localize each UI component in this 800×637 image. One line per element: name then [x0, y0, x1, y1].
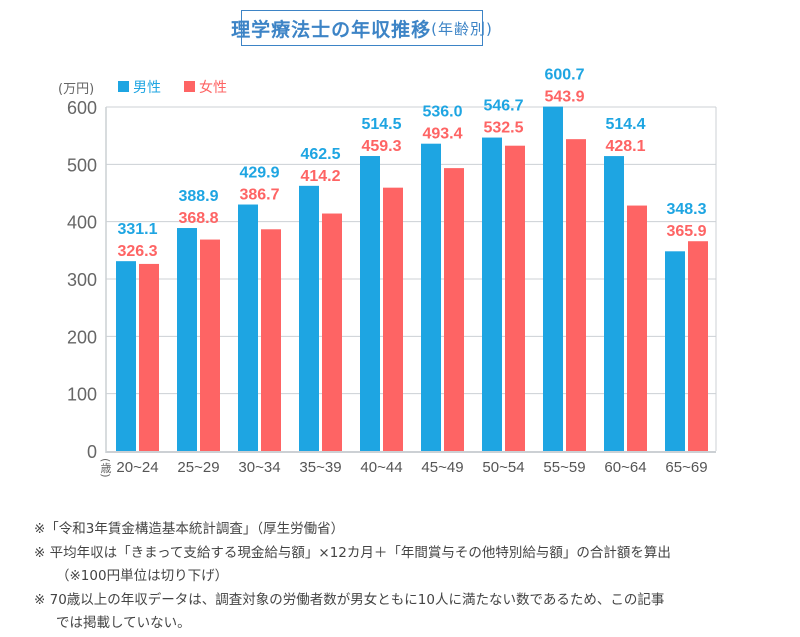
y-tick-label: 300 — [67, 270, 97, 290]
bar-male — [421, 143, 441, 451]
y-tick-label: 500 — [67, 155, 97, 175]
bar-female — [688, 241, 708, 451]
data-label-female: 493.4 — [422, 126, 462, 143]
bar-male — [116, 261, 136, 451]
data-label-female: 414.2 — [300, 168, 340, 185]
x-tick-label: 40~44 — [360, 459, 402, 476]
bar-male — [177, 228, 197, 451]
note-1: ※「令和3年賃金構造基本統計調査」（厚生労働省） — [34, 521, 345, 537]
title-sub: (年齢別) — [431, 19, 493, 38]
x-tick-label: 35~39 — [299, 459, 341, 476]
data-label-male: 600.7 — [544, 67, 584, 84]
note-2: ※ 平均年収は「きまって支給する現金給与額」×12カ月＋「年間賞与その他特別給与… — [34, 544, 671, 561]
legend-label-0: 男性 — [133, 80, 161, 96]
data-label-male: 536.0 — [422, 104, 462, 121]
bar-male — [665, 251, 685, 451]
data-label-male: 514.5 — [361, 116, 401, 133]
bar-female — [505, 145, 525, 451]
x-tick-label: 55~59 — [543, 459, 585, 476]
y-tick-label: 200 — [67, 327, 97, 347]
legend-swatch-1 — [184, 81, 195, 92]
bar-female — [139, 263, 159, 451]
bar-male — [299, 185, 319, 452]
data-label-male: 429.9 — [239, 165, 279, 182]
bar-male — [482, 137, 502, 452]
y-tick-label: 0 — [87, 442, 97, 462]
y-axis-unit: (万円) — [58, 82, 94, 97]
footnotes: ※「令和3年賃金構造基本統計調査」（厚生労働省） ※ 平均年収は「きまって支給す… — [34, 518, 671, 636]
x-axis-unit: (歳) — [99, 458, 112, 478]
bar-male — [604, 156, 624, 451]
data-label-male: 462.5 — [300, 146, 340, 163]
x-tick-label: 45~49 — [421, 459, 463, 476]
y-tick-label: 600 — [67, 98, 97, 118]
x-tick-label: 50~54 — [482, 459, 524, 476]
x-tick-label: 20~24 — [116, 459, 158, 476]
bar-male — [543, 106, 563, 451]
y-tick-label: 400 — [67, 213, 97, 233]
bar-chart: 0 100 200 300 400 500 600(万円) 男性 女性 331.1 326.3 20~… — [58, 67, 717, 476]
bar-female — [444, 168, 464, 451]
x-tick-label: 60~64 — [604, 459, 646, 476]
data-label-female: 386.7 — [239, 187, 279, 204]
bar-male — [360, 156, 380, 451]
bar-female — [566, 139, 586, 451]
note-2-cont: （※100円単位は切り下げ） — [56, 568, 229, 584]
note-3-cont: では掲載していない。 — [56, 615, 191, 631]
data-label-female: 368.8 — [178, 210, 218, 227]
data-label-male: 331.1 — [117, 221, 157, 238]
bar-female — [261, 229, 281, 451]
data-label-female: 543.9 — [544, 89, 584, 106]
x-tick-label: 30~34 — [238, 459, 280, 476]
bar-female — [627, 205, 647, 451]
legend-swatch-0 — [118, 81, 129, 92]
data-label-male: 388.9 — [178, 188, 218, 205]
data-label-female: 459.3 — [361, 138, 401, 155]
bar-male — [238, 204, 258, 451]
data-label-male: 546.7 — [483, 98, 523, 115]
data-label-female: 428.1 — [605, 138, 645, 155]
data-label-male: 348.3 — [666, 201, 706, 218]
x-tick-label: 65~69 — [665, 459, 707, 476]
data-label-female: 326.3 — [117, 243, 157, 260]
title-main: 理学療法士の年収推移 — [231, 18, 432, 41]
x-tick-label: 25~29 — [177, 459, 219, 476]
data-label-female: 365.9 — [666, 223, 706, 240]
data-label-male: 514.4 — [605, 116, 645, 133]
chart-title: 理学療法士の年収推移 (年齢別) — [231, 10, 492, 46]
y-tick-label: 100 — [67, 385, 97, 405]
note-3: ※ 70歳以上の年収データは、調査対象の労働者数が男女ともに10人に満たない数で… — [34, 591, 665, 608]
bar-female — [200, 239, 220, 451]
legend-label-1: 女性 — [199, 79, 227, 96]
data-label-female: 532.5 — [483, 120, 523, 137]
bar-female — [322, 213, 342, 451]
bar-female — [383, 187, 403, 451]
